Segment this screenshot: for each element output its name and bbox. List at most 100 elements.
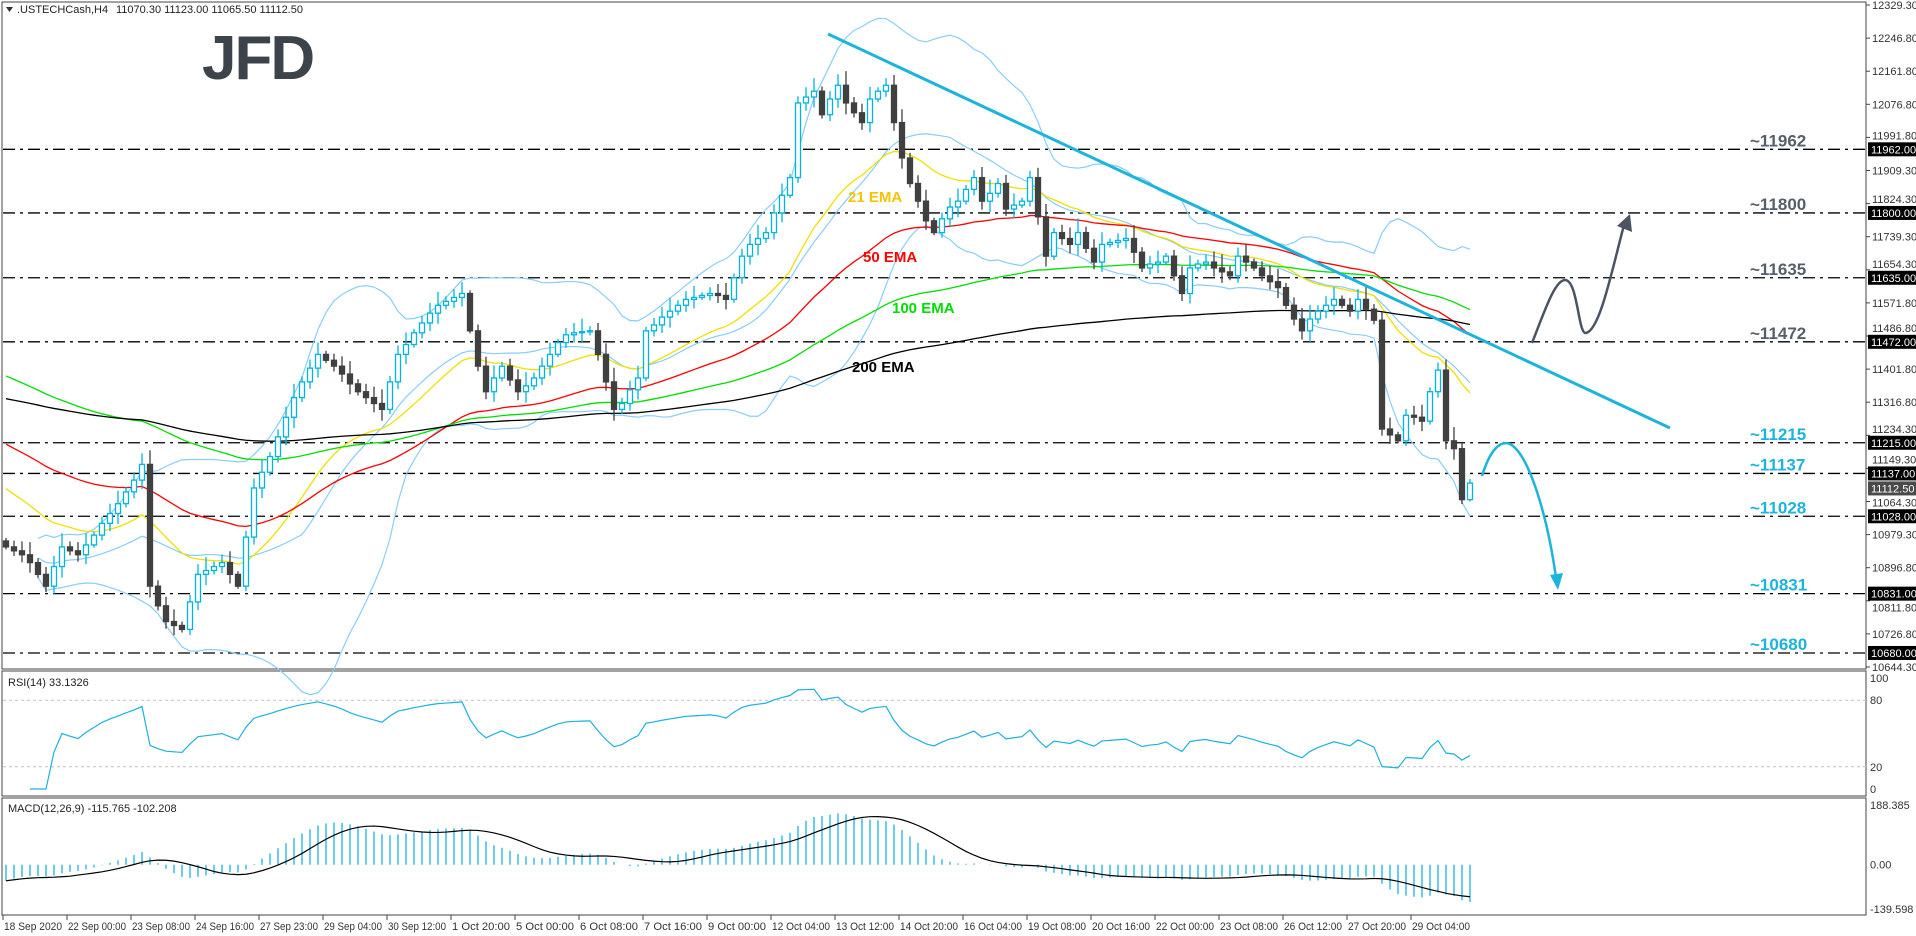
bearish-candle xyxy=(842,71,850,115)
bearish-candle xyxy=(1418,404,1426,432)
candle-body xyxy=(626,389,634,405)
bearish-candle xyxy=(1210,251,1218,277)
candle-body xyxy=(882,84,890,92)
candle-body xyxy=(378,402,386,411)
candle-body xyxy=(586,330,594,333)
level-label: ~11800 xyxy=(1750,195,1806,214)
candle-body xyxy=(482,365,490,393)
candle-body xyxy=(794,102,802,179)
bullish-candle xyxy=(754,224,762,256)
candle-body xyxy=(1106,241,1114,246)
bullish-candle xyxy=(650,317,658,337)
time-tick-label: 27 Sep 23:00 xyxy=(260,921,318,933)
bullish-candle xyxy=(562,328,570,348)
candle-body xyxy=(1058,231,1066,240)
ema-lines xyxy=(5,150,1471,565)
candle-body xyxy=(474,330,482,367)
bullish-candle xyxy=(490,365,498,402)
macd-axis-label: -139.598 xyxy=(1870,904,1913,916)
candle-body xyxy=(410,332,418,346)
bearish-candle xyxy=(906,152,914,188)
bullish-candle xyxy=(954,188,962,218)
candle-body xyxy=(730,277,738,301)
bearish-candle xyxy=(178,621,186,633)
candle-body xyxy=(66,546,74,552)
bearish-candle xyxy=(378,389,386,421)
bullish-candle xyxy=(442,296,450,310)
price-tag-label: 11635.00 xyxy=(1871,273,1916,285)
bearish-candle xyxy=(466,290,474,334)
price-axis[interactable]: 12329.30 12246.80 12161.80 12076.80 11991.80… xyxy=(1866,0,1916,674)
bullish-candle xyxy=(730,273,738,303)
time-tick-label: 24 Sep 16:00 xyxy=(196,921,254,933)
candle-body xyxy=(218,561,226,568)
bullish-candle xyxy=(202,557,210,586)
bullish-candle xyxy=(1010,193,1018,219)
price-tick-label: 11824.30 xyxy=(1872,194,1916,206)
candle-body xyxy=(162,605,170,623)
bullish-candle xyxy=(770,204,778,240)
candle-body xyxy=(266,455,274,473)
bullish-candle xyxy=(674,300,682,316)
time-tick-label: 12 Oct 04:00 xyxy=(772,921,830,933)
macd-axis-label: 188.385 xyxy=(1870,800,1910,812)
symbol-title: .USTECHCash,H4 xyxy=(17,4,108,16)
price-pane[interactable] xyxy=(1,1,1867,670)
triangle-down-icon[interactable] xyxy=(6,7,13,12)
price-tick-label: 11149.30 xyxy=(1872,454,1916,466)
bullish-candle xyxy=(1074,218,1082,256)
rsi-pane[interactable] xyxy=(1,670,1867,797)
arrow-head-up-icon xyxy=(1617,214,1632,232)
price-tag-label: 11215.00 xyxy=(1871,438,1916,450)
macd-title: MACD(12,26,9) -115.765 -102.208 xyxy=(8,803,177,815)
bullish-candle xyxy=(130,472,138,499)
bearish-candle xyxy=(1386,417,1394,445)
bearish-candle xyxy=(1290,297,1298,326)
price-tag xyxy=(1868,334,1916,349)
ema-100-label: 100 EMA xyxy=(892,300,955,317)
rsi-axis-label: 80 xyxy=(1870,695,1882,707)
bullish-candle xyxy=(1162,253,1170,265)
bearish-candle xyxy=(722,282,730,310)
candle-body xyxy=(698,294,706,299)
bullish-candle xyxy=(1098,232,1106,272)
level-labels: ~11962 ~11800 ~11635 ~11472 ~11215 ~11137 ~110… xyxy=(1750,131,1807,654)
time-tick-label: 22 Oct 00:00 xyxy=(1156,921,1214,933)
bearish-candle xyxy=(2,537,10,550)
price-tick-label: 11486.80 xyxy=(1872,323,1916,335)
bullish-candle xyxy=(586,326,594,336)
bearish-candle xyxy=(1218,254,1226,283)
current-price-label: 11112.50 xyxy=(1871,483,1914,495)
bearish-candle xyxy=(1250,258,1258,271)
bearish-candle xyxy=(1362,286,1370,320)
candle-body xyxy=(1066,237,1074,246)
bearish-candle xyxy=(1226,266,1234,281)
candle-body xyxy=(354,383,362,393)
candle-body xyxy=(1410,414,1418,418)
bullish-candle xyxy=(138,453,146,489)
bullish-candle xyxy=(1354,289,1362,320)
candle-body xyxy=(786,176,794,196)
horizontal-levels xyxy=(3,148,1866,654)
bullish-candle xyxy=(218,554,226,574)
time-axis[interactable]: 18 Sep 2020 22 Sep 00:00 23 Sep 08:00 24 Se… xyxy=(2,915,1470,933)
bullish-candle xyxy=(274,429,282,463)
ema-200-line xyxy=(5,309,1471,442)
candle-body xyxy=(594,330,602,356)
time-tick-label: 6 Oct 08:00 xyxy=(580,921,638,933)
bollinger-middle-band xyxy=(37,133,1471,564)
time-tick-label: 30 Sep 12:00 xyxy=(388,921,446,933)
price-tick-label: 11909.30 xyxy=(1872,166,1916,178)
price-tag xyxy=(1868,645,1916,660)
candle-body xyxy=(810,90,818,98)
bearish-candle xyxy=(714,284,722,303)
descending-trendline[interactable] xyxy=(827,32,1671,430)
bearish-candle xyxy=(1282,282,1290,310)
bearish-candle xyxy=(1034,167,1042,225)
candle-body xyxy=(1050,231,1058,257)
macd-signal-line xyxy=(5,816,1471,898)
bearish-candle xyxy=(594,322,602,361)
candle-body xyxy=(1162,255,1170,263)
bearish-candle xyxy=(1458,443,1466,505)
